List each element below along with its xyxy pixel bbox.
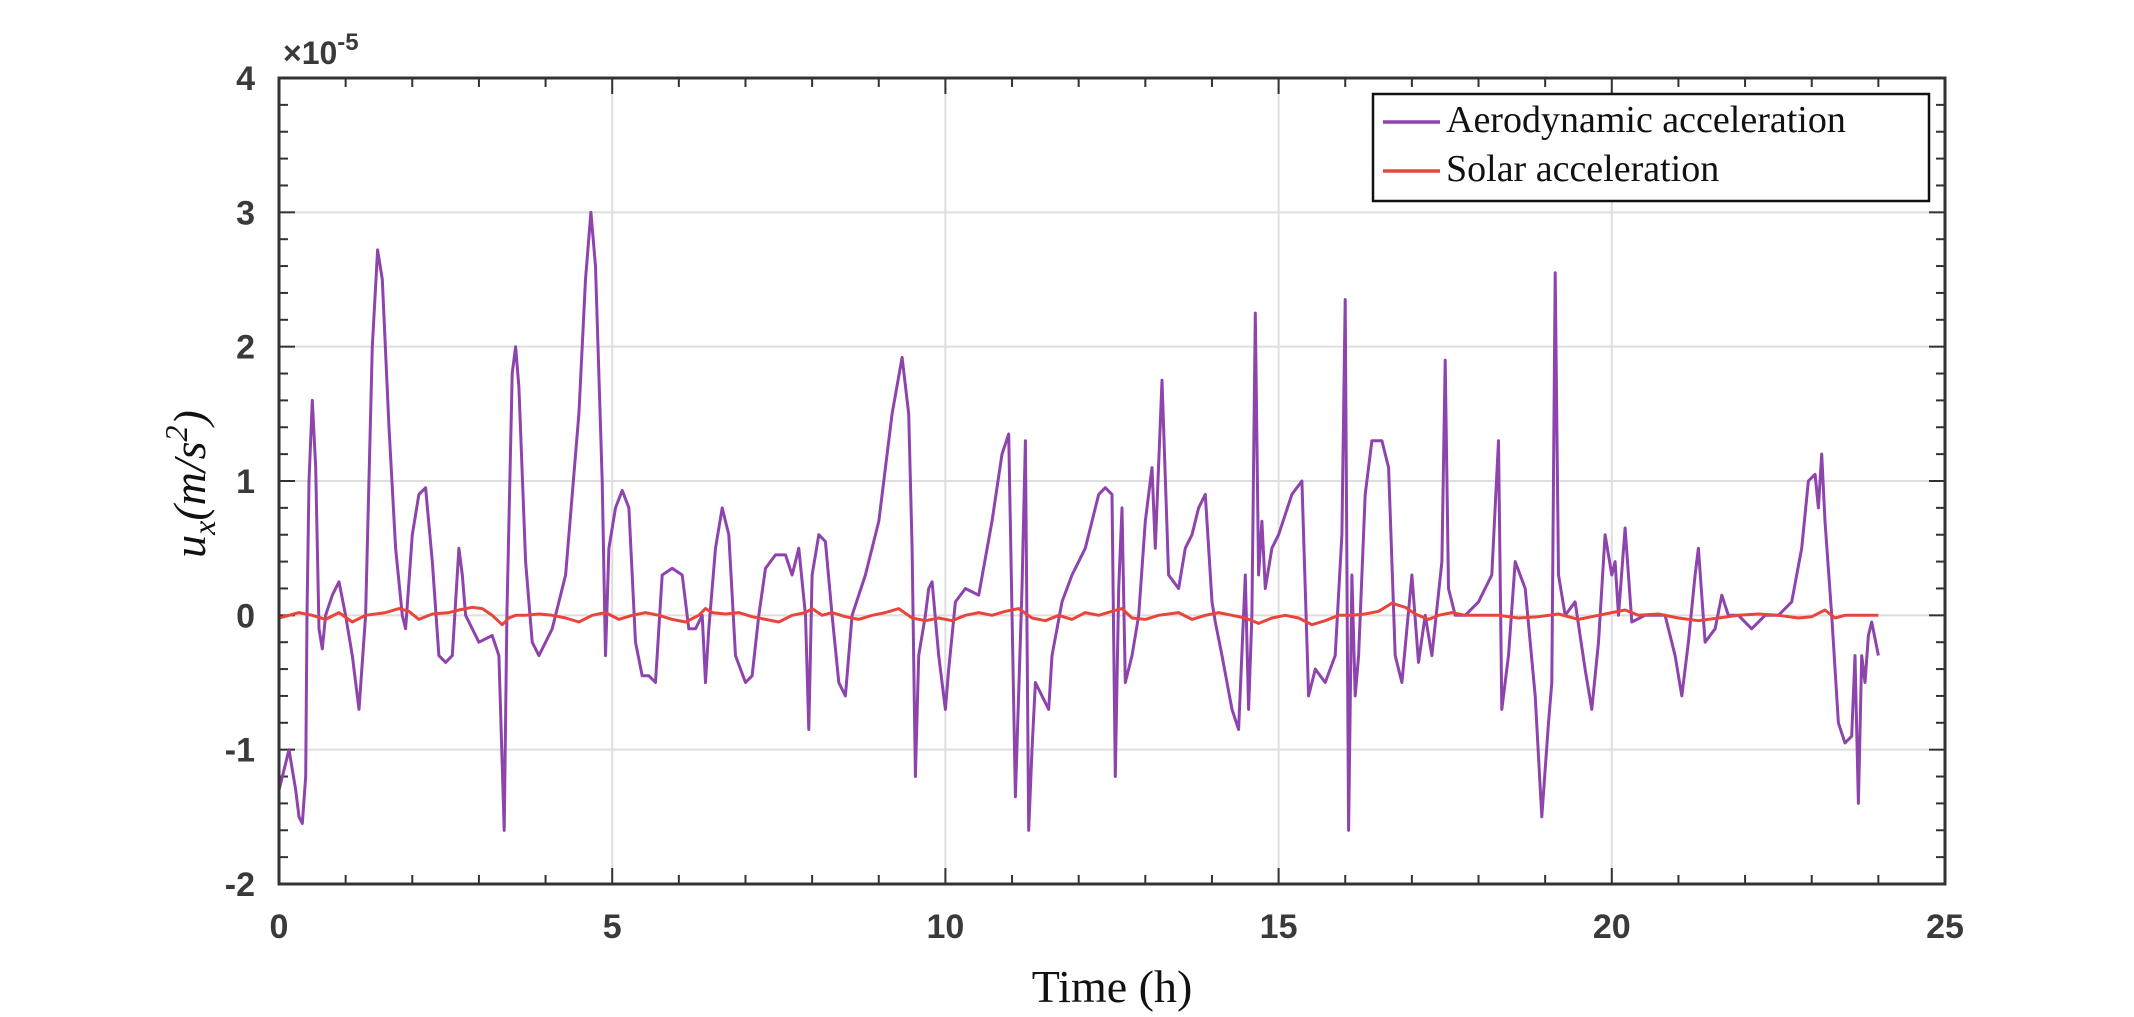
y-axis-title-sub: x <box>186 521 222 536</box>
y-tick-label: 0 <box>236 597 255 635</box>
legend-label-solar: Solar acceleration <box>1446 148 1719 190</box>
y-tick-label: 4 <box>236 60 255 98</box>
tick-labels: 0 5 10 15 20 25 -2 -1 0 1 2 3 4 <box>225 60 1964 946</box>
x-tick-label: 10 <box>926 908 964 946</box>
x-tick-label: 15 <box>1260 908 1298 946</box>
legend-label-aerodynamic: Aerodynamic acceleration <box>1446 99 1846 141</box>
series-line-aerodynamic <box>277 210 1880 832</box>
x-tick-label: 25 <box>1926 908 1964 946</box>
y-axis-title: ux(m/s2) <box>158 410 222 558</box>
y-tick-label: 1 <box>236 463 255 501</box>
series-layer <box>277 210 1880 832</box>
x-tick-label: 5 <box>603 908 622 946</box>
y-axis-title-open: (m/s <box>164 441 215 520</box>
y-axis-title-base: u <box>164 535 215 558</box>
exponent-times: × <box>283 35 302 71</box>
legend-box <box>1371 92 1931 203</box>
y-axis-title-sup: 2 <box>158 425 194 441</box>
y-tick-label: 3 <box>236 194 255 232</box>
y-tick-label: 2 <box>236 329 255 367</box>
legend: Aerodynamic acceleration Solar accelerat… <box>1371 92 1931 203</box>
plot-frame <box>277 76 1947 886</box>
exponent-base: 10 <box>302 35 338 71</box>
exponent-power: -5 <box>337 29 358 56</box>
y-axis-title-close: ) <box>164 410 215 428</box>
y-exponent-label: ×10-5 <box>283 29 359 71</box>
y-tick-label: -1 <box>225 732 255 770</box>
x-tick-label: 0 <box>270 908 289 946</box>
x-axis-title: Time (h) <box>1032 961 1193 1012</box>
series-line-solar <box>278 601 1879 627</box>
y-tick-label: -2 <box>225 866 255 904</box>
x-tick-label: 20 <box>1593 908 1631 946</box>
